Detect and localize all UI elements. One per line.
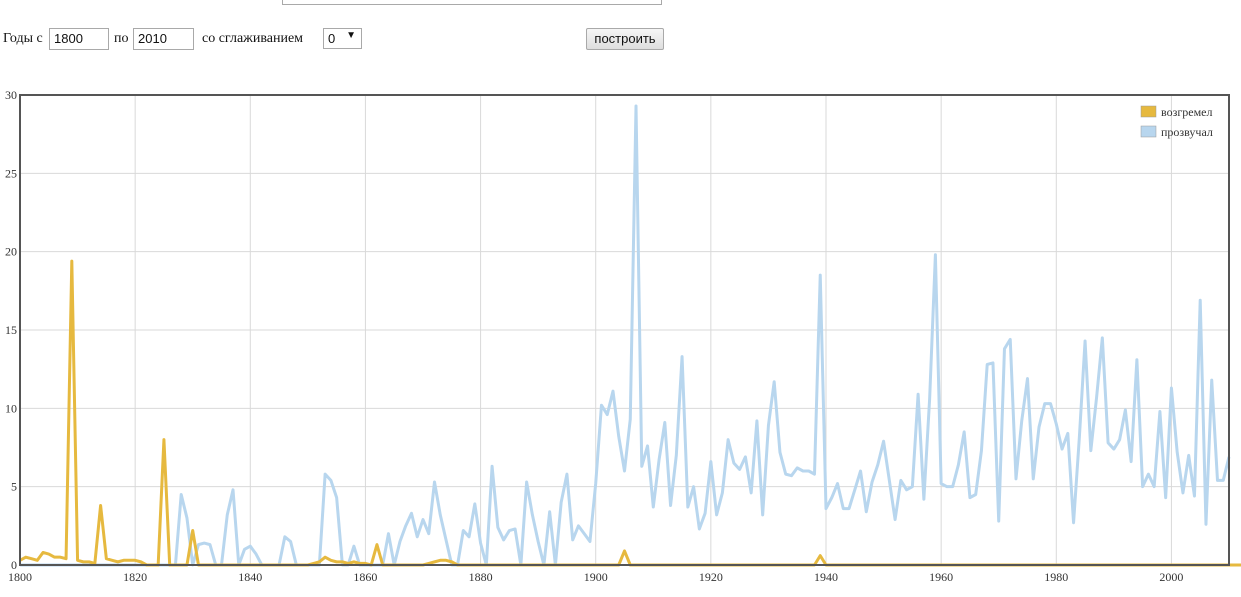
legend-swatch — [1140, 105, 1157, 118]
y-tick-label: 5 — [11, 480, 17, 494]
x-tick-label: 1920 — [699, 570, 723, 584]
x-axis-ticks: 1800 1820 1840 1860 1880 1900 1920 1940 1960 1980… — [8, 570, 1183, 584]
x-tick-label: 1800 — [8, 570, 32, 584]
years-to-label: по — [114, 31, 129, 46]
x-tick-label: 1880 — [469, 570, 493, 584]
x-tick-label: 1900 — [584, 570, 608, 584]
chart-legend: возгремел прозвучал — [1140, 105, 1213, 139]
x-tick-label: 1840 — [238, 570, 262, 584]
year-to-input[interactable]: 2010 — [133, 28, 194, 50]
chevron-down-icon: ▼ — [346, 30, 356, 41]
y-tick-label: 15 — [5, 323, 17, 337]
years-from-label: Годы с — [3, 31, 43, 46]
build-button[interactable]: построить — [586, 28, 664, 50]
series-line — [20, 104, 1231, 567]
query-input[interactable] — [282, 0, 662, 5]
frequency-chart: 0 5 10 15 20 25 30 1800 1820 1840 1860 1880 1900 192… — [5, 88, 1241, 584]
y-tick-label: 25 — [5, 166, 17, 180]
legend-swatch — [1140, 125, 1157, 138]
x-tick-label: 1980 — [1044, 570, 1068, 584]
year-from-input[interactable]: 1800 — [49, 28, 109, 50]
smoothing-label: со сглаживанием — [202, 31, 304, 46]
legend-label: прозвучал — [1161, 125, 1213, 139]
smoothing-value: 0 — [328, 31, 336, 46]
x-tick-label: 1940 — [814, 570, 838, 584]
x-tick-label: 2000 — [1159, 570, 1183, 584]
x-tick-label: 1960 — [929, 570, 953, 584]
y-tick-label: 0 — [11, 558, 17, 572]
filter-row: Годы с 1800 по 2010 со сглаживанием 0 ▼ … — [0, 28, 1241, 50]
y-axis-ticks: 0 5 10 15 20 25 30 — [5, 88, 17, 572]
y-tick-label: 20 — [5, 245, 17, 259]
y-tick-label: 30 — [5, 88, 17, 102]
smoothing-select[interactable]: 0 ▼ — [323, 28, 362, 49]
chart-lines — [19, 104, 1241, 567]
y-tick-label: 10 — [5, 401, 17, 415]
x-tick-label: 1860 — [353, 570, 377, 584]
plot-frame — [19, 94, 1230, 566]
chart-grid — [19, 94, 1229, 566]
x-tick-label: 1820 — [123, 570, 147, 584]
legend-label: возгремел — [1161, 105, 1212, 119]
